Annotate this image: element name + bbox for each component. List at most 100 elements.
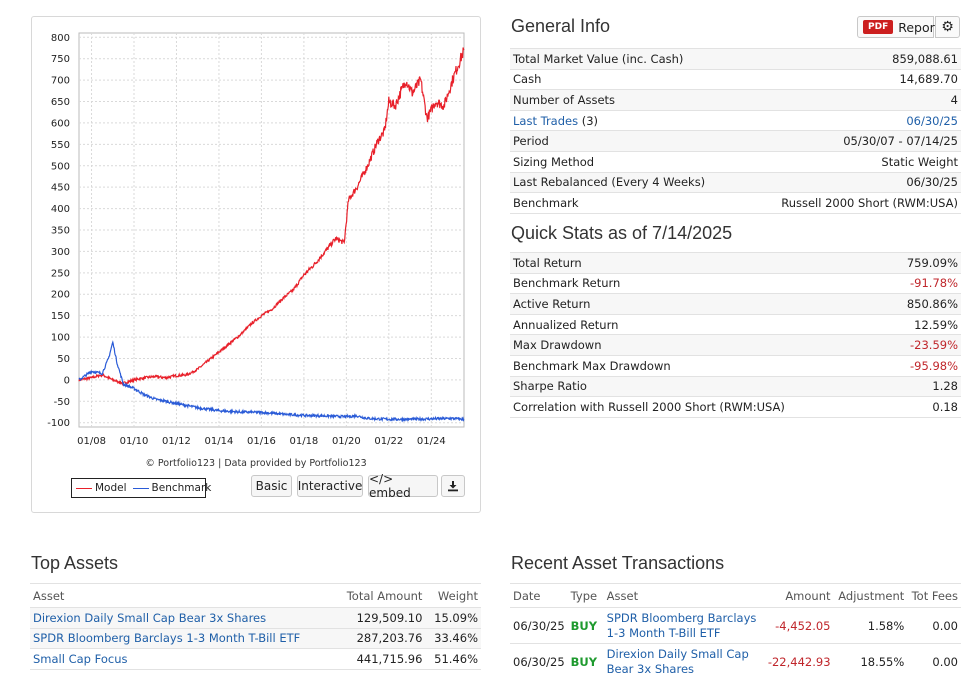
- y-tick-label: 0: [64, 375, 70, 386]
- table-row: Period 05/30/07 - 07/14/25: [510, 130, 961, 152]
- y-tick-label: 250: [51, 268, 70, 279]
- table-header-row: Asset Total Amount Weight: [30, 583, 481, 608]
- y-tick-label: 200: [51, 290, 70, 301]
- y-tick-label: 600: [51, 118, 70, 129]
- table-row: Active Return 850.86%: [510, 293, 961, 315]
- table-row: 06/30/25 BUY SPDR Bloomberg Barclays 1-3 …: [510, 607, 961, 644]
- y-tick-label: 100: [51, 333, 70, 344]
- last-trades-date-link[interactable]: 06/30/25: [906, 113, 958, 128]
- date-cell: 06/30/25: [510, 607, 568, 644]
- amount-cell: -4,452.05: [763, 607, 834, 644]
- column-header-asset[interactable]: Asset: [30, 583, 335, 608]
- column-header-type[interactable]: Type: [567, 583, 604, 608]
- asset-link[interactable]: Direxion Daily Small Cap Bear 3x Shares: [607, 647, 749, 675]
- stat-value: 850.86%: [884, 293, 961, 315]
- table-row: Cash 14,689.70: [510, 68, 961, 90]
- info-label: Benchmark: [510, 192, 745, 214]
- column-header-weight[interactable]: Weight: [425, 583, 481, 608]
- x-tick-label: 01/14: [205, 436, 234, 447]
- weight-cell: 51.46%: [425, 648, 481, 670]
- column-header-tot-fees[interactable]: Tot Fees: [907, 583, 961, 608]
- table-row: Last Trades (3) 06/30/25: [510, 109, 961, 131]
- info-value: Static Weight: [744, 150, 961, 173]
- transactions-table: Date Type Asset Amount Adjustment Tot Fe…: [510, 583, 961, 675]
- info-label: Last Rebalanced (Every 4 Weeks): [510, 171, 745, 193]
- x-tick-label: 01/18: [289, 436, 318, 447]
- x-tick-label: 01/12: [162, 436, 191, 447]
- column-header-asset[interactable]: Asset: [603, 583, 764, 608]
- weight-cell: 33.46%: [425, 627, 481, 649]
- embed-button[interactable]: </> embed: [368, 472, 438, 500]
- y-tick-label: 150: [51, 311, 70, 322]
- series-line-benchmark: [78, 340, 465, 423]
- asset-link[interactable]: SPDR Bloomberg Barclays 1-3 Month T-Bill …: [607, 611, 757, 640]
- y-tick-label: 350: [51, 226, 70, 237]
- asset-cell: Direxion Daily Small Cap Bear 3x Shares: [603, 643, 764, 675]
- info-label: Total Market Value (inc. Cash): [510, 48, 745, 70]
- interactive-chart-button[interactable]: Interactive: [297, 475, 363, 497]
- column-header-amount[interactable]: Amount: [763, 583, 834, 608]
- stat-label: Sharpe Ratio: [510, 375, 885, 397]
- last-trades-date-cell: 06/30/25: [744, 109, 961, 131]
- table-row: Max Drawdown -23.59%: [510, 334, 961, 356]
- stat-label: Benchmark Max Drawdown: [510, 354, 885, 377]
- table-row: Total Market Value (inc. Cash) 859,088.6…: [510, 48, 961, 70]
- performance-chart-panel: 800 750 700 650 600 550 500 450 400 350 300 250 200 1…: [31, 16, 481, 513]
- chart-legend: Model Benchmark: [71, 478, 211, 498]
- column-header-adjustment[interactable]: Adjustment: [833, 583, 908, 608]
- legend-label-benchmark: Benchmark: [151, 482, 212, 494]
- report-label: Report: [898, 19, 940, 35]
- table-row: Number of Assets 4: [510, 89, 961, 111]
- type-cell: BUY: [567, 607, 604, 644]
- stat-label: Active Return: [510, 293, 885, 315]
- column-header-total-amount[interactable]: Total Amount: [334, 583, 426, 608]
- table-row: Sharpe Ratio 1.28: [510, 375, 961, 397]
- x-tick-label: 01/22: [374, 436, 403, 447]
- transactions-title: Recent Asset Transactions: [511, 553, 725, 573]
- basic-chart-button[interactable]: Basic: [251, 475, 292, 497]
- stat-value: -95.98%: [884, 354, 961, 377]
- general-info-title: General Info: [511, 16, 611, 36]
- legend-item-model[interactable]: Model: [76, 482, 127, 494]
- stat-value: 759.09%: [884, 252, 961, 274]
- y-tick-label: 400: [51, 204, 70, 215]
- asset-cell: Small Cap Focus: [30, 648, 335, 670]
- legend-swatch-benchmark: [132, 487, 149, 489]
- total-amount-cell: 129,509.10: [334, 607, 426, 628]
- stat-label: Max Drawdown: [510, 334, 885, 356]
- amount-cell: -22,442.93: [763, 643, 834, 675]
- download-button[interactable]: [441, 475, 465, 497]
- top-assets-title: Top Assets: [31, 553, 119, 573]
- asset-link[interactable]: Small Cap Focus: [33, 651, 128, 666]
- table-row: Correlation with Russell 2000 Short (RWM…: [510, 396, 961, 418]
- y-tick-label: 700: [51, 76, 70, 87]
- chart-credit: © Portfolio123 | Data provided by Portfo…: [145, 458, 367, 469]
- last-trades-link[interactable]: Last Trades: [513, 113, 579, 128]
- y-tick-label: -50: [54, 397, 70, 408]
- fees-cell: 0.00: [907, 643, 961, 675]
- fees-cell: 0.00: [907, 607, 961, 644]
- column-header-date[interactable]: Date: [510, 583, 568, 608]
- asset-link[interactable]: SPDR Bloomberg Barclays 1-3 Month T-Bill…: [33, 631, 301, 646]
- legend-item-benchmark[interactable]: Benchmark: [132, 482, 212, 494]
- settings-button[interactable]: ⚙: [935, 16, 960, 38]
- asset-cell: SPDR Bloomberg Barclays 1-3 Month T-Bill…: [30, 627, 335, 649]
- stat-label: Correlation with Russell 2000 Short (RWM…: [510, 396, 885, 418]
- pdf-report-button[interactable]: PDF Report: [857, 16, 940, 38]
- y-tick-label: 800: [51, 33, 70, 44]
- info-value: Russell 2000 Short (RWM:USA): [744, 192, 961, 214]
- info-value: 4: [744, 89, 961, 111]
- x-tick-label: 01/24: [417, 436, 446, 447]
- y-tick-label: -100: [47, 418, 70, 429]
- adjustment-cell: 18.55%: [833, 643, 908, 675]
- y-tick-label: 650: [51, 97, 70, 108]
- last-trades-count: (3): [578, 113, 599, 128]
- info-label: Cash: [510, 68, 745, 90]
- x-tick-label: 01/16: [247, 436, 276, 447]
- table-row: Last Rebalanced (Every 4 Weeks) 06/30/25: [510, 171, 961, 193]
- asset-link[interactable]: Direxion Daily Small Cap Bear 3x Shares: [33, 610, 267, 625]
- table-row: Small Cap Focus 441,715.96 51.46%: [30, 648, 481, 670]
- table-header-row: Date Type Asset Amount Adjustment Tot Fe…: [510, 583, 961, 608]
- y-tick-label: 450: [51, 183, 70, 194]
- last-trades-cell: Last Trades (3): [510, 109, 745, 131]
